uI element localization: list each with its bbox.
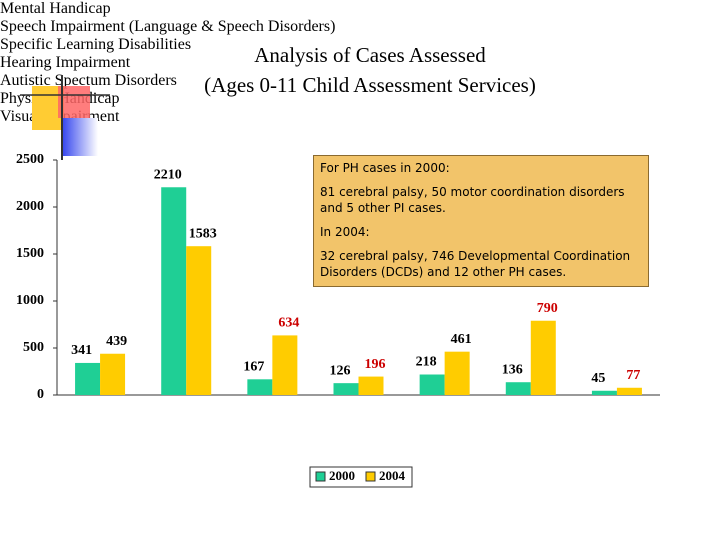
y-tick-label: 1000 [16,293,44,308]
bar [358,376,384,395]
value-label: 136 [502,362,523,377]
bar [186,246,212,395]
annotation-text: 32 cerebral palsy, 746 Developmental Coo… [320,249,631,279]
bar [419,374,445,395]
value-label: 77 [626,368,640,383]
value-label: 196 [365,357,386,372]
decor [62,118,98,156]
legend [309,466,413,488]
chart-title: Analysis of Cases Assessed [254,43,486,67]
legend-swatch [365,471,376,482]
annotation: For PH cases in 2000: 81 cerebral palsy, … [313,155,649,287]
value-label: 45 [591,371,605,386]
value-label: 1583 [189,226,217,241]
value-label: 167 [243,360,264,375]
bar [161,187,187,395]
legend-label: 2004 [379,468,406,483]
value-label: 126 [330,363,351,378]
y-tick-label: 1500 [16,246,44,261]
value-label: 439 [106,334,127,349]
value-label: 218 [416,355,437,370]
chart-subtitle: (Ages 0-11 Child Assessment Services) [204,73,536,97]
bar [333,383,359,395]
x-tick-label: Mental Handicap [0,0,111,17]
bar [616,387,642,395]
y-tick-label: 0 [37,387,44,402]
bar [591,390,617,395]
legend-swatch [315,471,326,482]
value-label: 634 [278,316,299,331]
x-tick-label: Specific Learning Disabilities [0,36,192,53]
y-tick-label: 2500 [16,152,44,167]
annotation-text: In 2004: [320,225,370,239]
bar [247,379,273,395]
annotation-text: For PH cases in 2000: [320,161,450,175]
bar [100,353,126,395]
value-label: 461 [451,332,472,347]
annotation-text: 81 cerebral palsy, 50 motor coordination… [320,185,625,215]
value-label: 341 [71,343,92,358]
decor [58,86,90,118]
bar [75,362,101,395]
value-label: 2210 [154,167,182,182]
value-label: 790 [537,301,558,316]
bar [530,320,556,395]
y-tick-label: 500 [23,340,44,355]
bar [444,351,470,395]
x-tick-label: Autistic Spectum Disorders [0,72,177,89]
bar [272,335,298,395]
bar [505,382,531,395]
x-tick-label: Hearing Impairment [0,54,131,71]
y-tick-label: 2000 [16,199,44,214]
legend-label: 2000 [329,468,355,483]
x-tick-label: Speech Impairment (Language & Speech Dis… [0,18,336,35]
